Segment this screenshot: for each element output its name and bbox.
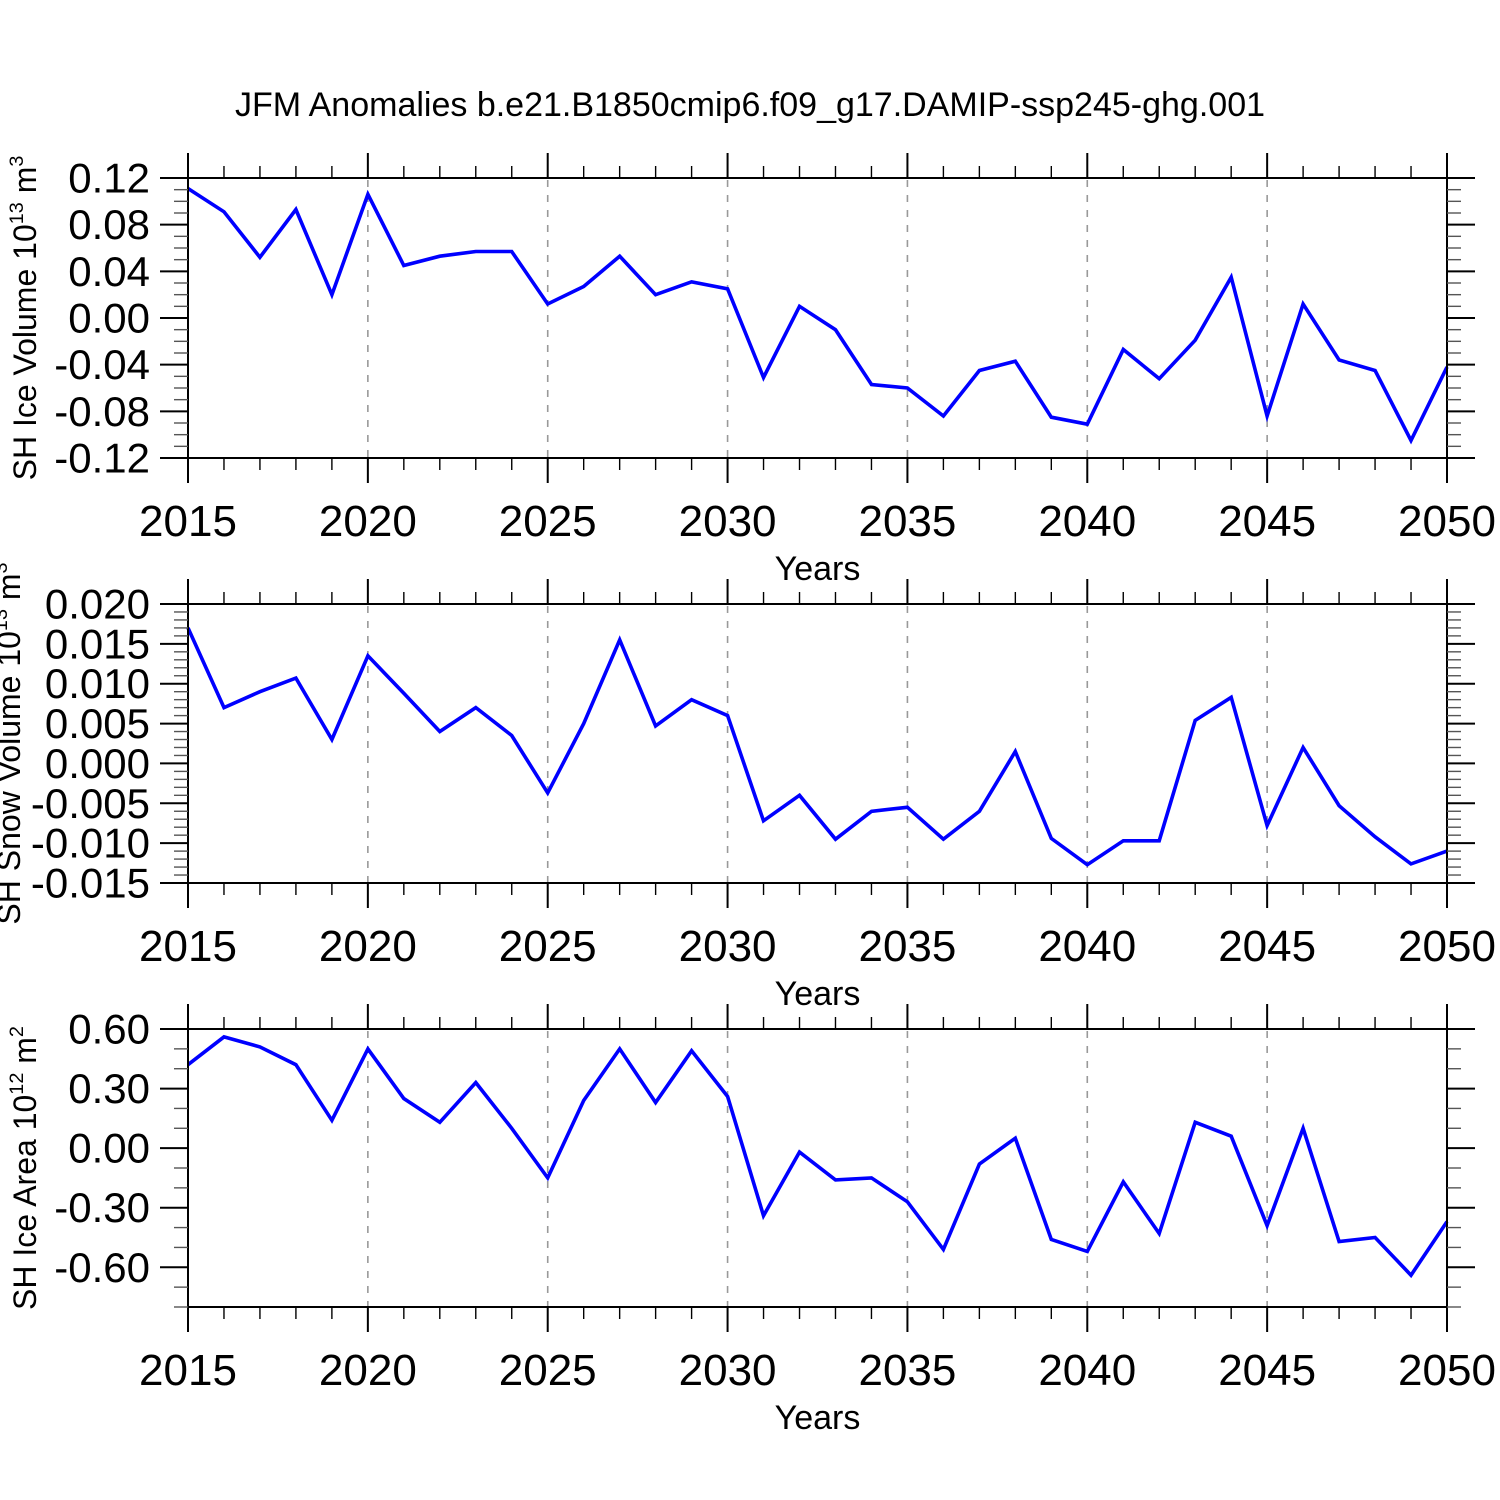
x-tick-label: 2015 — [139, 922, 237, 971]
x-tick-label: 2050 — [1398, 922, 1496, 971]
x-tick-label: 2025 — [499, 922, 597, 971]
x-tick-label: 2020 — [319, 497, 417, 546]
y-axis-title: SH Ice Volume 1013 m3 — [6, 156, 43, 481]
x-tick-label: 2050 — [1398, 497, 1496, 546]
y-tick-label: -0.04 — [54, 341, 150, 388]
y-tick-label: -0.005 — [31, 780, 150, 827]
x-axis-title: Years — [775, 975, 861, 1013]
y-tick-label: 0.30 — [68, 1065, 150, 1112]
x-tick-label: 2040 — [1038, 1346, 1136, 1395]
x-tick-label: 2030 — [679, 497, 777, 546]
x-tick-label: 2020 — [319, 922, 417, 971]
y-tick-label: 0.015 — [45, 620, 150, 667]
y-tick-label: 0.00 — [68, 1125, 150, 1172]
y-axis-title: SH Ice Area 1012 m2 — [6, 1026, 43, 1310]
y-tick-label: -0.60 — [54, 1244, 150, 1291]
series-line — [186, 1034, 1449, 1279]
y-tick-label: 0.020 — [45, 581, 150, 628]
x-tick-label: 2045 — [1218, 922, 1316, 971]
x-tick-label: 2045 — [1218, 497, 1316, 546]
x-axis-title: Years — [775, 1399, 861, 1437]
x-tick-label: 2030 — [679, 1346, 777, 1395]
x-tick-label: 2045 — [1218, 1346, 1316, 1395]
y-tick-label: -0.08 — [54, 388, 150, 435]
chart-title: JFM Anomalies b.e21.B1850cmip6.f09_g17.D… — [234, 86, 1266, 124]
x-tick-label: 2015 — [139, 1346, 237, 1395]
x-tick-label: 2050 — [1398, 1346, 1496, 1395]
plot-frame — [187, 603, 1448, 884]
y-tick-label: 0.00 — [68, 295, 150, 342]
y-tick-label: 0.12 — [68, 155, 150, 202]
panel-sh-snow-volume: 0.0200.0150.0100.0050.000-0.005-0.010-0.… — [0, 562, 1496, 1013]
x-tick-label: 2035 — [858, 1346, 956, 1395]
x-tick-label: 2025 — [499, 1346, 597, 1395]
x-tick-label: 2020 — [319, 1346, 417, 1395]
y-tick-label: 0.010 — [45, 660, 150, 707]
x-tick-label: 2030 — [679, 922, 777, 971]
x-tick-label: 2035 — [858, 922, 956, 971]
y-tick-label: 0.000 — [45, 740, 150, 787]
y-axis-title: SH Snow Volume 1013 m3 — [0, 562, 27, 924]
x-tick-label: 2040 — [1038, 922, 1136, 971]
series-line — [186, 627, 1448, 867]
panel-sh-ice-volume: 0.120.080.040.00-0.04-0.08-0.12 2015 2020 2… — [6, 153, 1496, 588]
y-tick-label: -0.010 — [31, 820, 150, 867]
x-axis-title: Years — [775, 550, 861, 588]
x-tick-label: 2015 — [139, 497, 237, 546]
y-tick-label: 0.60 — [68, 1006, 150, 1053]
y-tick-label: 0.04 — [68, 248, 150, 295]
y-tick-label: -0.015 — [31, 860, 150, 907]
y-tick-label: 0.08 — [68, 201, 150, 248]
y-tick-label: 0.005 — [45, 700, 150, 747]
x-tick-label: 2035 — [858, 497, 956, 546]
x-tick-label: 2040 — [1038, 497, 1136, 546]
series-line — [187, 186, 1449, 445]
y-tick-label: -0.12 — [54, 435, 150, 482]
x-tick-label: 2025 — [499, 497, 597, 546]
y-tick-label: -0.30 — [54, 1184, 150, 1231]
panel-sh-ice-area: 0.60 0.30 0.00 -0.30 -0.60 2015 2020 2025 2030 20… — [6, 1004, 1496, 1437]
